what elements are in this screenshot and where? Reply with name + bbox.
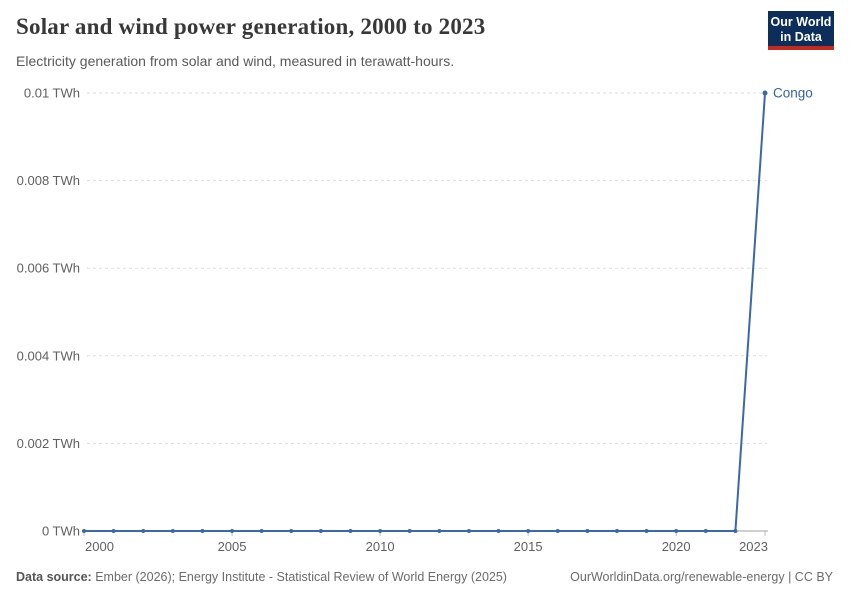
data-point: [230, 529, 235, 533]
data-point: [555, 529, 560, 533]
data-point: [526, 529, 531, 533]
data-source-label: Data source:: [16, 570, 92, 584]
data-point: [259, 529, 264, 533]
data-point: [378, 529, 383, 533]
owid-url-license[interactable]: OurWorldinData.org/renewable-energy | CC…: [570, 570, 833, 584]
y-tick-label: 0.008 TWh: [17, 173, 80, 188]
chart-subtitle: Electricity generation from solar and wi…: [16, 53, 455, 69]
owid-logo-line1: Our World: [770, 15, 832, 29]
data-point: [170, 529, 175, 533]
x-tick-label: 2020: [662, 539, 691, 554]
y-tick-label: 0.006 TWh: [17, 261, 80, 276]
data-point: [496, 529, 501, 533]
data-point: [733, 529, 738, 533]
data-point: [644, 529, 649, 533]
data-point: [466, 529, 471, 533]
x-tick-label: 2010: [366, 539, 395, 554]
y-tick-label: 0.01 TWh: [24, 86, 80, 101]
data-point: [348, 529, 353, 533]
y-tick-label: 0 TWh: [42, 524, 80, 539]
page-title: Solar and wind power generation, 2000 to…: [16, 14, 486, 39]
x-tick-label: 2023: [739, 539, 768, 554]
data-point: [318, 529, 323, 533]
y-tick-label: 0.002 TWh: [17, 436, 80, 451]
data-point: [407, 529, 412, 533]
data-point: [437, 529, 442, 533]
series-label-congo: Congo: [773, 86, 813, 101]
owid-logo-line2: in Data: [780, 29, 822, 44]
data-point: [200, 529, 205, 533]
data-point: [141, 529, 146, 533]
data-point: [82, 529, 86, 533]
data-point: [289, 529, 294, 533]
data-point: [703, 529, 708, 533]
x-tick-label: 2015: [514, 539, 543, 554]
y-tick-label: 0.004 TWh: [17, 348, 80, 363]
data-point: [762, 90, 768, 96]
data-point: [674, 529, 679, 533]
x-tick-label: 2000: [85, 539, 114, 554]
data-line: [84, 92, 766, 532]
data-point: [614, 529, 619, 533]
owid-logo[interactable]: Our World in Data: [768, 11, 834, 50]
data-source-note: Data source: Ember (2026); Energy Instit…: [16, 570, 507, 584]
x-tick-label: 2005: [218, 539, 247, 554]
data-point: [111, 529, 116, 533]
data-source-text: Ember (2026); Energy Institute - Statist…: [91, 570, 507, 584]
data-point: [585, 529, 590, 533]
